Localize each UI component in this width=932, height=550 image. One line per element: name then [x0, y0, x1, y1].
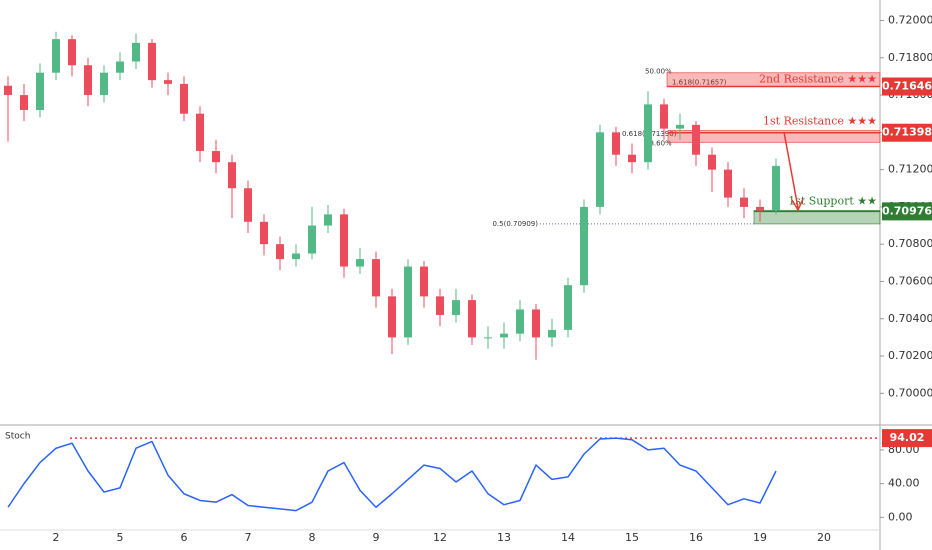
- y-tick-label: 0.71200: [888, 163, 932, 176]
- candle-body: [292, 253, 300, 260]
- candle-body: [676, 124, 684, 129]
- candle-body: [196, 113, 204, 151]
- y-tick-label: 0.00: [888, 510, 913, 523]
- candle-body: [244, 188, 252, 222]
- candle-body: [36, 72, 44, 110]
- stoch-title: Stoch: [5, 432, 30, 442]
- x-tick-label: 19: [753, 531, 767, 544]
- candle-body: [212, 150, 220, 163]
- candle-body: [404, 266, 412, 338]
- candle-body: [692, 124, 700, 155]
- candle-body: [420, 266, 428, 297]
- candle-body: [228, 162, 236, 189]
- candle-body: [52, 39, 60, 73]
- candle-body: [484, 337, 492, 339]
- level-zone: [753, 209, 881, 225]
- marker-label: 94.02: [890, 431, 925, 444]
- x-tick-label: 20: [817, 531, 831, 544]
- candle-body: [772, 165, 780, 211]
- y-tick-label: 0.70600: [888, 274, 932, 287]
- x-tick-label: 14: [561, 531, 575, 544]
- candle-body: [436, 296, 444, 316]
- x-tick-label: 6: [181, 531, 188, 544]
- candle-body: [644, 104, 652, 163]
- level-marker-label: 0.71646: [882, 79, 932, 92]
- candle-body: [564, 285, 572, 330]
- y-tick-label: 0.70400: [888, 312, 932, 325]
- candle-body: [612, 132, 620, 155]
- candle-body: [20, 95, 28, 110]
- y-tick-label: 0.70800: [888, 237, 932, 250]
- candle-body: [468, 300, 476, 338]
- level-name: 1st Resistance ★★★: [763, 114, 877, 127]
- fib-label: 78.60%: [645, 139, 672, 147]
- x-tick-label: 15: [625, 531, 639, 544]
- candle-body: [84, 65, 92, 96]
- candle-body: [260, 221, 268, 245]
- candle-body: [340, 214, 348, 267]
- y-tick-label: 0.70000: [888, 386, 932, 399]
- x-tick-label: 16: [689, 531, 703, 544]
- candle-body: [148, 42, 156, 81]
- candle-body: [116, 61, 124, 73]
- candle-body: [500, 333, 508, 338]
- x-tick-label: 5: [117, 531, 124, 544]
- level-marker: [882, 77, 932, 96]
- y-tick-label: 0.71800: [888, 51, 932, 64]
- level-marker: [882, 202, 932, 221]
- candle-body: [180, 83, 188, 114]
- candle-body: [580, 206, 588, 286]
- candle-body: [164, 80, 172, 84]
- candle-body: [724, 169, 732, 198]
- fib-label: 1.618(0.71657): [672, 78, 727, 86]
- arrow: [783, 131, 804, 212]
- candle-body: [452, 300, 460, 316]
- marker-box: [882, 429, 932, 448]
- x-tick-label: 13: [497, 531, 511, 544]
- candle-body: [516, 309, 524, 334]
- x-tick-label: 2: [53, 531, 60, 544]
- candle-body: [548, 329, 556, 338]
- candle-body: [276, 244, 284, 260]
- level-name: 2nd Resistance ★★★: [759, 73, 877, 86]
- candle-body: [356, 259, 364, 267]
- x-tick-label: 7: [245, 531, 252, 544]
- level-marker-label: 0.71398: [882, 126, 932, 139]
- level-zone: [667, 129, 881, 143]
- candle-body: [596, 132, 604, 207]
- candle-body: [4, 85, 12, 96]
- stoch-line: [7, 437, 777, 512]
- candle-body: [100, 72, 108, 96]
- y-tick-label: 0.72000: [888, 14, 932, 27]
- fib-label: 50.00%: [645, 68, 672, 76]
- candle-body: [660, 104, 668, 129]
- candle-body: [628, 154, 636, 163]
- x-tick-label: 12: [433, 531, 447, 544]
- candle-body: [756, 206, 764, 211]
- fib-label: 0.5(0.70909): [492, 220, 538, 228]
- y-tick-label: 40.00: [888, 477, 920, 490]
- candle-body: [388, 296, 396, 338]
- candle-body: [308, 225, 316, 254]
- level-marker: [882, 123, 932, 142]
- candle-body: [708, 154, 716, 170]
- candle-body: [68, 39, 76, 66]
- y-tick-label: 0.70200: [888, 349, 932, 362]
- candle-body: [532, 309, 540, 338]
- candle-body: [324, 214, 332, 226]
- candle-body: [740, 197, 748, 207]
- x-tick-label: 8: [309, 531, 316, 544]
- level-marker-label: 0.70976: [882, 204, 932, 217]
- level-name: 1st Support ★★: [788, 194, 877, 207]
- x-tick-label: 9: [373, 531, 380, 544]
- candle-body: [132, 42, 140, 62]
- candle-body: [372, 259, 380, 297]
